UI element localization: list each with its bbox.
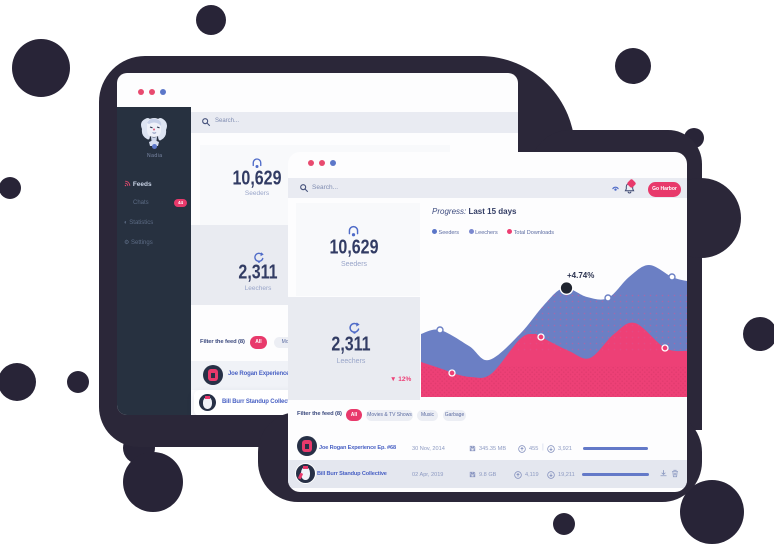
svg-text:+4.74%: +4.74% [567,271,594,280]
